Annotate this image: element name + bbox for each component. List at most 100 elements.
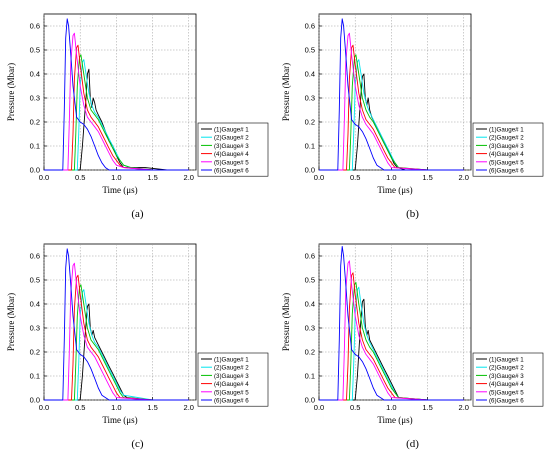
x-tick-label: 0.0 <box>314 173 324 182</box>
y-tick-label: 0.1 <box>30 142 40 151</box>
y-tick-label: 0.5 <box>30 46 40 55</box>
legend-label-4: (4)Gauge# 4 <box>214 151 249 158</box>
legend-box <box>472 352 544 407</box>
y-tick-label: 0.5 <box>305 276 315 285</box>
y-axis-label: Pressure (Mbar) <box>6 63 16 121</box>
legend-box <box>472 122 544 177</box>
y-tick-label: 0.4 <box>305 300 315 309</box>
legend-label-3: (3)Gauge# 3 <box>489 143 524 150</box>
x-axis-label: Time (μs) <box>102 415 137 425</box>
legend-label-6: (6)Gauge# 6 <box>489 398 524 405</box>
y-tick-label: 0.6 <box>30 252 40 261</box>
series-line-2 <box>44 289 189 401</box>
chart-panel-a: 0.0 0.5 1.0 1.5 2.0 0.0 0.1 0.2 0.3 0.4 0.5 0.6 Time… <box>0 0 275 230</box>
legend-label-2: (2)Gauge# 2 <box>214 365 249 372</box>
legend-label-5: (5)Gauge# 5 <box>214 159 249 166</box>
legend-label-1: (1)Gauge# 1 <box>214 127 249 134</box>
x-tick-label: 0.5 <box>350 403 360 412</box>
y-tick-label: 0.1 <box>30 372 40 381</box>
series-line-4 <box>319 44 464 171</box>
x-axis-label: Time (μs) <box>102 185 137 195</box>
legend-label-3: (3)Gauge# 3 <box>489 373 524 380</box>
x-tick-label: 0.5 <box>75 403 85 412</box>
series-line-1 <box>44 303 189 401</box>
x-tick-label: 2.0 <box>184 173 194 182</box>
x-tick-label: 0.5 <box>350 173 360 182</box>
series-line-4 <box>44 44 189 171</box>
x-tick-label: 0.0 <box>314 403 324 412</box>
legend-label-2: (2)Gauge# 2 <box>489 135 524 142</box>
legend-label-5: (5)Gauge# 5 <box>214 389 249 396</box>
legend-label-1: (1)Gauge# 1 <box>489 357 524 364</box>
y-tick-label: 0.2 <box>305 348 315 357</box>
legend-label-5: (5)Gauge# 5 <box>489 159 524 166</box>
x-tick-label: 1.0 <box>111 403 121 412</box>
y-axis-label: Pressure (Mbar) <box>6 293 16 351</box>
y-tick-label: 0.6 <box>305 22 315 31</box>
series-line-6 <box>44 248 189 401</box>
plot-frame <box>318 13 472 171</box>
series-line-5 <box>44 32 189 171</box>
legend-label-2: (2)Gauge# 2 <box>489 365 524 372</box>
y-tick-label: 0.4 <box>30 300 40 309</box>
legend-label-3: (3)Gauge# 3 <box>214 373 249 380</box>
y-tick-label: 0.5 <box>30 276 40 285</box>
y-tick-label: 0.0 <box>30 396 40 405</box>
legend-label-2: (2)Gauge# 2 <box>214 135 249 142</box>
y-tick-label: 0.4 <box>305 70 315 79</box>
x-tick-label: 1.5 <box>422 403 432 412</box>
legend-label-4: (4)Gauge# 4 <box>489 381 524 388</box>
y-tick-label: 0.0 <box>30 166 40 175</box>
y-tick-label: 0.6 <box>30 22 40 31</box>
series-line-3 <box>319 281 464 401</box>
legend-label-6: (6)Gauge# 6 <box>214 168 249 175</box>
legend-label-1: (1)Gauge# 1 <box>489 127 524 134</box>
x-tick-label: 1.5 <box>147 403 157 412</box>
chart-panel-c: 0.0 0.5 1.0 1.5 2.0 0.0 0.1 0.2 0.3 0.4 0.5 0.6 Time… <box>0 230 275 460</box>
chart-svg-b: 0.0 0.5 1.0 1.5 2.0 0.0 0.1 0.2 0.3 0.4 0.5 0.6 Time… <box>281 13 544 195</box>
panel-caption-a: (a) <box>131 208 144 220</box>
x-tick-label: 1.5 <box>147 173 157 182</box>
y-tick-label: 0.0 <box>305 396 315 405</box>
y-axis-label: Pressure (Mbar) <box>281 293 291 351</box>
chart-svg-a: 0.0 0.5 1.0 1.5 2.0 0.0 0.1 0.2 0.3 0.4 0.5 0.6 Time… <box>6 13 269 195</box>
y-tick-label: 0.6 <box>305 252 315 261</box>
x-axis-label: Time (μs) <box>377 415 412 425</box>
y-tick-label: 0.2 <box>30 348 40 357</box>
series-line-3 <box>44 284 189 401</box>
legend-label-6: (6)Gauge# 6 <box>489 168 524 175</box>
series-line-6 <box>319 245 464 401</box>
series-line-4 <box>319 272 464 401</box>
y-tick-label: 0.1 <box>305 372 315 381</box>
x-tick-label: 1.0 <box>386 403 396 412</box>
x-tick-label: 0.0 <box>39 173 49 182</box>
chart-panel-d: 0.0 0.5 1.0 1.5 2.0 0.0 0.1 0.2 0.3 0.4 0.5 0.6 Time… <box>275 230 550 460</box>
x-tick-label: 1.0 <box>386 173 396 182</box>
chart-svg-c: 0.0 0.5 1.0 1.5 2.0 0.0 0.1 0.2 0.3 0.4 0.5 0.6 Time… <box>6 243 269 425</box>
series-line-6 <box>319 18 464 171</box>
x-tick-label: 0.0 <box>39 403 49 412</box>
series-line-3 <box>44 54 189 171</box>
x-tick-label: 2.0 <box>459 173 469 182</box>
y-tick-label: 0.3 <box>305 94 315 103</box>
y-tick-label: 0.1 <box>305 142 315 151</box>
x-tick-label: 0.5 <box>75 173 85 182</box>
legend-label-3: (3)Gauge# 3 <box>214 143 249 150</box>
panel-caption-c: (c) <box>131 438 144 450</box>
legend-label-1: (1)Gauge# 1 <box>214 357 249 364</box>
x-tick-label: 2.0 <box>459 403 469 412</box>
plot-frame <box>318 243 472 401</box>
series-line-6 <box>44 18 189 171</box>
chart-svg-d: 0.0 0.5 1.0 1.5 2.0 0.0 0.1 0.2 0.3 0.4 0.5 0.6 Time… <box>281 243 544 425</box>
legend-label-5: (5)Gauge# 5 <box>489 389 524 396</box>
series-line-4 <box>44 274 189 401</box>
y-axis-label: Pressure (Mbar) <box>281 63 291 121</box>
y-tick-label: 0.3 <box>305 324 315 333</box>
series-line-1 <box>319 298 464 401</box>
legend-box <box>197 352 269 407</box>
y-tick-label: 0.2 <box>30 118 40 127</box>
x-axis-label: Time (μs) <box>377 185 412 195</box>
panel-caption-d: (d) <box>406 438 419 450</box>
y-tick-label: 0.3 <box>30 324 40 333</box>
x-tick-label: 2.0 <box>184 403 194 412</box>
